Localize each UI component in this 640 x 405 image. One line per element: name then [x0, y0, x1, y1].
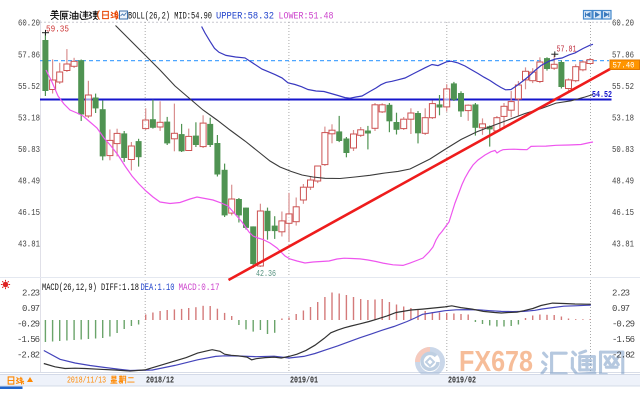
svg-text:0.97: 0.97: [612, 304, 630, 314]
svg-text:43.81: 43.81: [18, 240, 40, 250]
svg-text:50.83: 50.83: [612, 145, 634, 155]
svg-text:57.40: 57.40: [613, 61, 635, 71]
svg-text:-2.82: -2.82: [612, 351, 635, 361]
svg-text:FX678: FX678: [459, 346, 533, 378]
svg-text:0.97: 0.97: [22, 304, 40, 314]
svg-text:57.81: 57.81: [557, 45, 577, 55]
svg-text:42.36: 42.36: [256, 269, 276, 279]
svg-text:57.86: 57.86: [18, 51, 40, 61]
svg-text:2018/11/13: 2018/11/13: [67, 376, 106, 386]
svg-text:-0.29: -0.29: [612, 320, 635, 330]
svg-text:DEA:1.10: DEA:1.10: [141, 283, 175, 294]
svg-text:-1.56: -1.56: [612, 335, 635, 345]
svg-text:43.81: 43.81: [612, 240, 634, 250]
svg-text:48.49: 48.49: [612, 177, 634, 187]
svg-text:48.49: 48.49: [18, 177, 40, 187]
svg-text:59.35: 59.35: [46, 25, 69, 35]
svg-text:-1.56: -1.56: [17, 335, 40, 345]
svg-text:LOWER:51.48: LOWER:51.48: [279, 12, 334, 23]
svg-text:57.86: 57.86: [612, 51, 634, 61]
svg-text:46.15: 46.15: [18, 208, 40, 218]
svg-text:2019/02: 2019/02: [448, 376, 476, 386]
svg-text:2019/01: 2019/01: [290, 376, 318, 386]
svg-text:MACD(26,12,9) DIFF:1.18: MACD(26,12,9) DIFF:1.18: [42, 282, 139, 294]
svg-text:MACD:0.17: MACD:0.17: [179, 283, 220, 294]
svg-text:BOLL(26,2) MID:54.90: BOLL(26,2) MID:54.90: [128, 11, 212, 23]
svg-text:54.52: 54.52: [592, 90, 612, 100]
svg-text:53.18: 53.18: [612, 114, 634, 124]
svg-text:60.20: 60.20: [612, 19, 634, 29]
svg-text:50.83: 50.83: [18, 145, 40, 155]
svg-text:60.20: 60.20: [18, 19, 40, 29]
svg-text:-2.82: -2.82: [17, 351, 40, 361]
svg-text:-0.29: -0.29: [17, 320, 40, 330]
svg-text:2018/12: 2018/12: [146, 376, 174, 386]
svg-text:55.52: 55.52: [18, 82, 40, 92]
svg-text:2.23: 2.23: [22, 289, 40, 299]
svg-text:2.23: 2.23: [612, 289, 630, 299]
svg-text:55.52: 55.52: [612, 82, 634, 92]
svg-text:UPPER:58.32: UPPER:58.32: [216, 12, 274, 23]
svg-text:46.15: 46.15: [612, 208, 634, 218]
svg-text:53.18: 53.18: [18, 114, 40, 124]
